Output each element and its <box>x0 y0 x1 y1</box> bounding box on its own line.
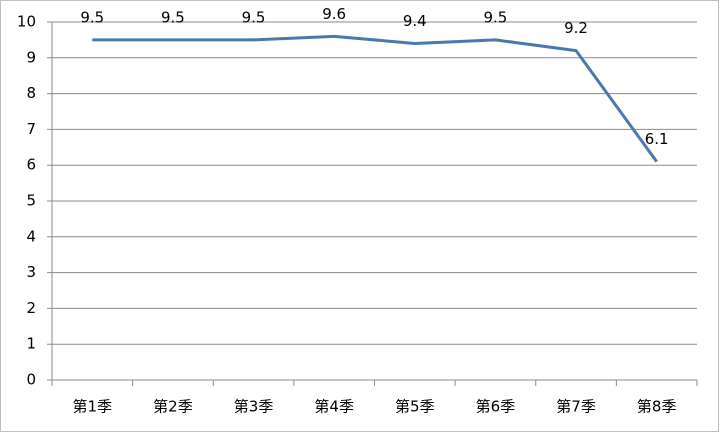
x-tick-label: 第4季 <box>314 398 354 416</box>
y-tick-label: 8 <box>26 84 36 102</box>
y-tick-label: 5 <box>26 192 36 210</box>
x-tick-label: 第2季 <box>153 398 193 416</box>
data-label: 9.4 <box>403 12 427 30</box>
y-tick-label: 6 <box>26 156 36 174</box>
y-tick-label: 0 <box>26 371 36 389</box>
data-label: 9.5 <box>161 8 185 26</box>
x-tick-label: 第7季 <box>556 398 596 416</box>
y-tick-label: 10 <box>17 13 36 31</box>
y-tick-label: 2 <box>26 299 36 317</box>
line <box>92 34 658 163</box>
data-label: 9.2 <box>564 19 588 37</box>
y-tick-label: 1 <box>26 335 36 353</box>
x-tick-label: 第1季 <box>73 398 113 416</box>
data-label: 9.5 <box>484 8 508 26</box>
y-tick-label: 7 <box>26 120 36 138</box>
data-label: 9.5 <box>242 8 266 26</box>
x-tick-label: 第5季 <box>395 398 435 416</box>
data-label: 9.6 <box>322 5 346 23</box>
y-tick-label: 9 <box>26 48 36 66</box>
x-tick-label: 第3季 <box>234 398 274 416</box>
x-tick-label: 第6季 <box>476 398 516 416</box>
data-label: 9.5 <box>80 8 104 26</box>
x-tick-label: 第8季 <box>637 398 677 416</box>
y-tick-label: 3 <box>26 263 36 281</box>
data-label: 6.1 <box>645 130 669 148</box>
y-tick-label: 4 <box>26 227 36 245</box>
